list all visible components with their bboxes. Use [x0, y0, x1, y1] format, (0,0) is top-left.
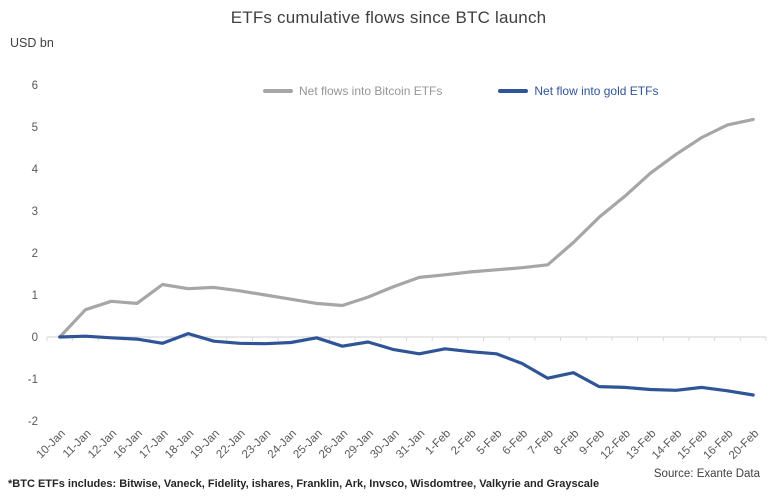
- x-tick-label: 1-Feb: [423, 428, 453, 458]
- y-axis-unit-label: USD bn: [10, 36, 54, 50]
- legend-label-gold: Net flow into gold ETFs: [534, 84, 659, 98]
- y-tick-label: 1: [32, 290, 38, 302]
- y-tick-label: 6: [32, 80, 38, 92]
- legend-line-swatch-gold-icon: [498, 89, 529, 93]
- legend-line-swatch-bitcoin-icon: [263, 89, 293, 93]
- chart-title: ETFs cumulative flows since BTC launch: [230, 8, 547, 27]
- y-tick-label: -1: [28, 374, 38, 386]
- y-tick-label: 4: [32, 164, 39, 176]
- series-line-gold: [58, 332, 755, 397]
- source-credit: Source: Exante Data: [653, 468, 760, 480]
- y-tick-label: 0: [32, 332, 38, 344]
- x-tick-label: 2-Feb: [449, 428, 479, 458]
- legend: Net flows into Bitcoin ETFs Net flow int…: [263, 84, 658, 98]
- footnote: *BTC ETFs includes: Bitwise, Vaneck, Fid…: [8, 478, 600, 490]
- legend-label-bitcoin: Net flows into Bitcoin ETFs: [299, 84, 443, 98]
- y-tick-label: -2: [28, 416, 38, 428]
- x-tick-label: 7-Feb: [526, 428, 556, 458]
- y-tick-label: 5: [32, 122, 38, 134]
- legend-item-gold: Net flow into gold ETFs: [498, 84, 658, 98]
- x-tick-label: 6-Feb: [500, 428, 530, 458]
- x-tick-label: 8-Feb: [552, 428, 582, 458]
- x-tick-label: 10-Jan: [35, 428, 68, 461]
- y-tick-label: 2: [32, 248, 38, 260]
- x-tick-label: 5-Feb: [475, 428, 505, 458]
- y-tick-label: 3: [32, 206, 38, 218]
- series-line-bitcoin: [58, 117, 755, 339]
- x-tick-label: 31-Jan: [394, 428, 427, 461]
- legend-item-bitcoin: Net flows into Bitcoin ETFs: [263, 84, 442, 98]
